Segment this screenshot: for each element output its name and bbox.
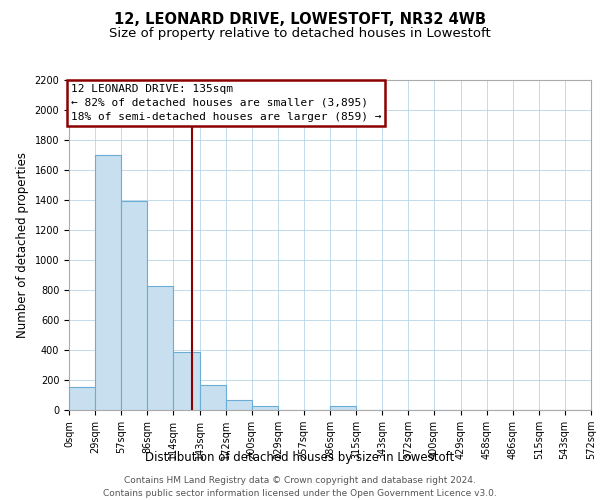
Bar bbox=[330, 406, 356, 410]
Y-axis label: Number of detached properties: Number of detached properties bbox=[16, 152, 29, 338]
Bar bbox=[226, 400, 251, 410]
Bar bbox=[69, 387, 95, 410]
Text: Contains HM Land Registry data © Crown copyright and database right 2024.
Contai: Contains HM Land Registry data © Crown c… bbox=[103, 476, 497, 498]
Bar bbox=[121, 200, 148, 410]
Bar bbox=[173, 352, 199, 410]
Bar bbox=[199, 385, 226, 410]
Bar bbox=[251, 406, 278, 410]
Text: Size of property relative to detached houses in Lowestoft: Size of property relative to detached ho… bbox=[109, 28, 491, 40]
Bar bbox=[148, 286, 173, 410]
Text: Distribution of detached houses by size in Lowestoft: Distribution of detached houses by size … bbox=[145, 451, 455, 464]
Text: 12, LEONARD DRIVE, LOWESTOFT, NR32 4WB: 12, LEONARD DRIVE, LOWESTOFT, NR32 4WB bbox=[114, 12, 486, 28]
Text: 12 LEONARD DRIVE: 135sqm
← 82% of detached houses are smaller (3,895)
18% of sem: 12 LEONARD DRIVE: 135sqm ← 82% of detach… bbox=[71, 84, 382, 122]
Bar bbox=[95, 155, 121, 410]
